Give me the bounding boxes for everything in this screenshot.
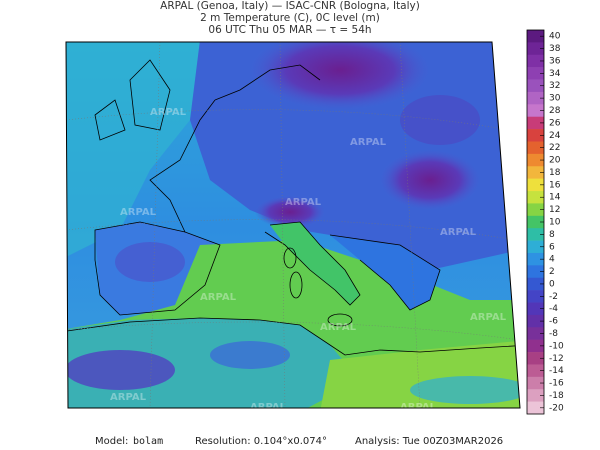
colorbar-segment bbox=[527, 302, 544, 316]
footer-analysis: Analysis: Tue 00Z03MAR2026 bbox=[355, 436, 503, 447]
header-line: 2 m Temperature (C), 0C level (m) bbox=[200, 12, 380, 24]
colorbar-tick-label: -4 bbox=[549, 304, 558, 314]
colorbar-segment bbox=[527, 116, 544, 130]
colorbar-segment bbox=[527, 240, 544, 254]
colorbar-tick-label: 28 bbox=[549, 106, 561, 116]
colorbar-tick-label: 16 bbox=[549, 180, 561, 190]
colorbar-segment bbox=[527, 91, 544, 105]
colorbar-segment bbox=[527, 104, 544, 118]
watermark: ARPAL bbox=[440, 227, 477, 238]
watermark: ARPAL bbox=[110, 392, 147, 403]
colorbar-tick-label: 40 bbox=[549, 32, 561, 42]
watermark: ARPAL bbox=[285, 197, 322, 208]
colorbar-tick-label: 4 bbox=[549, 255, 555, 265]
colorbar-segment bbox=[527, 364, 544, 378]
colorbar-segment bbox=[527, 79, 544, 93]
colorbar-tick-label: -14 bbox=[549, 366, 564, 376]
watermark: ARPAL bbox=[200, 292, 237, 303]
colorbar-tick-label: -8 bbox=[549, 329, 558, 339]
colorbar-tick-label: 36 bbox=[549, 56, 561, 66]
colorbar-tick-label: 20 bbox=[549, 156, 561, 166]
colorbar-tick-label: -18 bbox=[549, 391, 564, 401]
colorbar-segment bbox=[527, 191, 544, 204]
colorbar-tick-label: 12 bbox=[549, 205, 560, 215]
colorbar-segment bbox=[527, 277, 544, 291]
colorbar-tick-label: 22 bbox=[549, 143, 560, 153]
colorbar-segment bbox=[527, 290, 544, 303]
footer-model: bolam bbox=[133, 436, 163, 447]
colorbar-tick-label: -6 bbox=[549, 317, 558, 327]
colorbar-tick-label: -12 bbox=[549, 354, 564, 364]
colorbar-segment bbox=[527, 129, 544, 142]
colorbar-segment bbox=[527, 178, 544, 192]
colorbar: 4038363432302826242220181614121086420-2-… bbox=[526, 29, 564, 415]
colorbar-segment bbox=[527, 42, 544, 56]
colorbar-segment bbox=[527, 376, 544, 390]
colorbar-tick-label: 0 bbox=[549, 279, 555, 289]
colorbar-border bbox=[526, 29, 545, 415]
colorbar-tick-label: 34 bbox=[549, 69, 561, 79]
colorbar-segment bbox=[527, 228, 544, 241]
map: ARPAL ARPAL ARPAL ARPAL ARPAL ARPAL ARPAL ARPAL… bbox=[66, 42, 520, 413]
colorbar-segment bbox=[527, 30, 544, 43]
colorbar-segment bbox=[527, 314, 544, 328]
colorbar-segment bbox=[527, 153, 544, 167]
watermark: ARPAL bbox=[120, 207, 157, 218]
colorbar-tick-label: 26 bbox=[549, 118, 561, 128]
colorbar-tick-label: -20 bbox=[549, 403, 564, 413]
watermark: ARPAL bbox=[150, 107, 187, 118]
colorbar-segment bbox=[527, 401, 544, 415]
colorbar-tick-label: 24 bbox=[549, 131, 561, 141]
colorbar-segment bbox=[527, 54, 544, 68]
colorbar-tick-label: 6 bbox=[549, 242, 555, 252]
watermark: ARPAL bbox=[470, 312, 507, 323]
colorbar-tick-label: 2 bbox=[549, 267, 555, 277]
colorbar-tick-label: 14 bbox=[549, 193, 561, 203]
colorbar-tick-label: 30 bbox=[549, 94, 561, 104]
colorbar-segment bbox=[527, 141, 544, 155]
colorbar-segment bbox=[527, 265, 544, 279]
colorbar-segment bbox=[527, 215, 544, 229]
colorbar-tick-label: 8 bbox=[549, 230, 555, 240]
watermark: ARPAL bbox=[350, 137, 387, 148]
colorbar-tick-label: -16 bbox=[549, 379, 564, 389]
watermark: ARPAL bbox=[250, 402, 287, 413]
colorbar-segment bbox=[527, 252, 544, 266]
colorbar-tick-label: -2 bbox=[549, 292, 558, 302]
header-line: ARPAL (Genoa, Italy) — ISAC-CNR (Bologna… bbox=[160, 0, 420, 12]
colorbar-segment bbox=[527, 339, 544, 353]
colorbar-segment bbox=[527, 203, 544, 217]
map-frame bbox=[65, 41, 521, 409]
colorbar-segment bbox=[527, 166, 544, 179]
header-line: 06 UTC Thu 05 MAR — τ = 54h bbox=[208, 24, 371, 36]
colorbar-segment bbox=[527, 67, 544, 80]
watermark: ARPAL bbox=[400, 402, 437, 413]
colorbar-tick-label: -10 bbox=[549, 341, 564, 351]
watermark: ARPAL bbox=[320, 322, 357, 333]
colorbar-segment bbox=[527, 389, 544, 402]
colorbar-tick-label: 38 bbox=[549, 44, 561, 54]
colorbar-segment bbox=[527, 352, 544, 365]
footer-model-label: Model: bbox=[95, 436, 128, 447]
colorbar-segment bbox=[527, 327, 544, 340]
colorbar-tick-label: 10 bbox=[549, 218, 561, 228]
colorbar-tick-label: 18 bbox=[549, 168, 561, 178]
footer-resolution: Resolution: 0.104°x0.074° bbox=[195, 436, 327, 447]
colorbar-tick-label: 32 bbox=[549, 81, 560, 91]
